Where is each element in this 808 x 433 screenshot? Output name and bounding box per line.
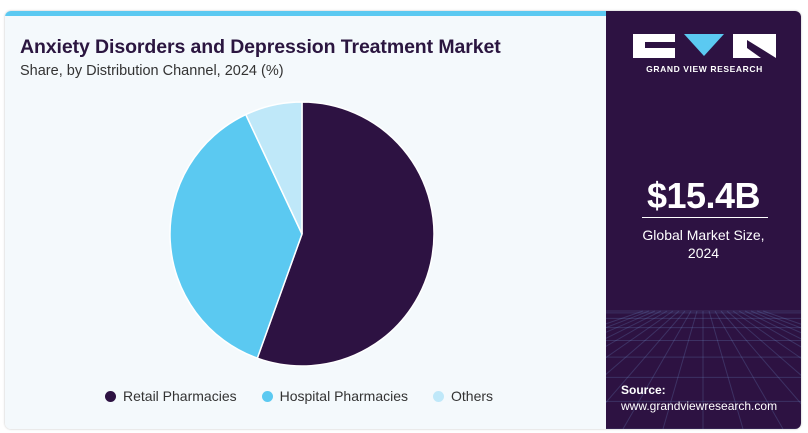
market-size-caption: Global Market Size, 2024: [642, 227, 765, 261]
legend-item: Retail Pharmacies: [105, 388, 237, 404]
grid-line: [738, 310, 801, 348]
legend-item: Others: [433, 388, 493, 404]
grid-line: [606, 310, 668, 347]
pie-slice-retail-pharmacies: [256, 101, 435, 367]
legend-swatch: [433, 390, 444, 402]
gvr-logo-icon: [633, 34, 776, 58]
grid-line: [606, 310, 680, 376]
logo-wordmark: GRAND VIEW RESEARCH: [646, 64, 763, 74]
decorative-grid: [606, 310, 801, 429]
legend-swatch: [261, 390, 273, 402]
grid-line: [720, 310, 801, 405]
legend-label: Others: [451, 388, 494, 404]
chart-title: Anxiety Disorders and Depression Treatme…: [20, 36, 501, 58]
pie-slice-hospital-pharmacies: [169, 113, 303, 360]
source-link[interactable]: www.grandviewresearch.com: [621, 399, 778, 413]
grid-line: [662, 310, 698, 429]
chart-subtitle: Share, by Distribution Channel, 2024 (%): [20, 63, 284, 79]
grid-line: [606, 310, 662, 339]
pie-chart: [169, 101, 435, 367]
grid-line: [622, 310, 692, 429]
chart-legend: Retail Pharmacies Hospital Pharmacies Othe…: [105, 388, 518, 404]
legend-item: Hospital Pharmacies: [261, 388, 408, 404]
grid-line: [708, 310, 744, 429]
pie-slice-others: [244, 101, 303, 235]
legend-label: Retail Pharmacies: [123, 388, 237, 404]
grid-line: [606, 310, 674, 359]
grid-line: [606, 310, 656, 333]
accent-bar: [5, 11, 606, 16]
source-label: Source:: [621, 383, 666, 397]
grid-line: [714, 310, 784, 429]
chart-area: Anxiety Disorders and Depression Treatme…: [5, 11, 606, 429]
grid-line: [744, 310, 801, 340]
legend-swatch: [105, 390, 116, 402]
brand-logo: GRAND VIEW RESEARCH: [633, 34, 776, 76]
grid-line: [732, 310, 801, 359]
market-size-panel: GRAND VIEW RESEARCH $15.4B Global Market…: [606, 11, 801, 429]
infographic-card: Anxiety Disorders and Depression Treatme…: [5, 11, 801, 429]
market-size-value: $15.4B: [646, 175, 761, 216]
grid-line: [726, 310, 801, 376]
legend-label: Hospital Pharmacies: [279, 388, 408, 404]
grid-line: [750, 310, 801, 334]
divider: [642, 217, 768, 218]
grid-line: [606, 310, 686, 404]
